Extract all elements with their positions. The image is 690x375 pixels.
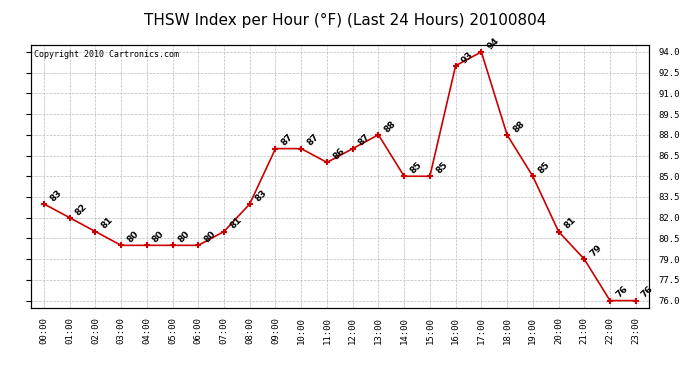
Text: 81: 81 <box>99 216 115 231</box>
Text: 93: 93 <box>460 50 475 65</box>
Text: 85: 85 <box>434 160 449 176</box>
Text: 87: 87 <box>279 132 295 148</box>
Text: 80: 80 <box>126 230 140 244</box>
Text: THSW Index per Hour (°F) (Last 24 Hours) 20100804: THSW Index per Hour (°F) (Last 24 Hours)… <box>144 13 546 28</box>
Text: 82: 82 <box>74 202 89 217</box>
Text: 81: 81 <box>228 216 244 231</box>
Text: 88: 88 <box>511 119 526 134</box>
Text: 87: 87 <box>306 132 321 148</box>
Text: 76: 76 <box>614 285 629 300</box>
Text: 85: 85 <box>537 160 552 176</box>
Text: 79: 79 <box>589 243 604 258</box>
Text: 81: 81 <box>563 216 578 231</box>
Text: 88: 88 <box>382 119 398 134</box>
Text: 85: 85 <box>408 160 424 176</box>
Text: 83: 83 <box>254 188 269 203</box>
Text: 94: 94 <box>486 36 501 51</box>
Text: 76: 76 <box>640 285 655 300</box>
Text: 80: 80 <box>177 230 192 244</box>
Text: 80: 80 <box>202 230 217 244</box>
Text: 83: 83 <box>48 188 63 203</box>
Text: Copyright 2010 Cartronics.com: Copyright 2010 Cartronics.com <box>34 50 179 59</box>
Text: 87: 87 <box>357 132 372 148</box>
Text: 86: 86 <box>331 147 346 162</box>
Text: 80: 80 <box>151 230 166 244</box>
